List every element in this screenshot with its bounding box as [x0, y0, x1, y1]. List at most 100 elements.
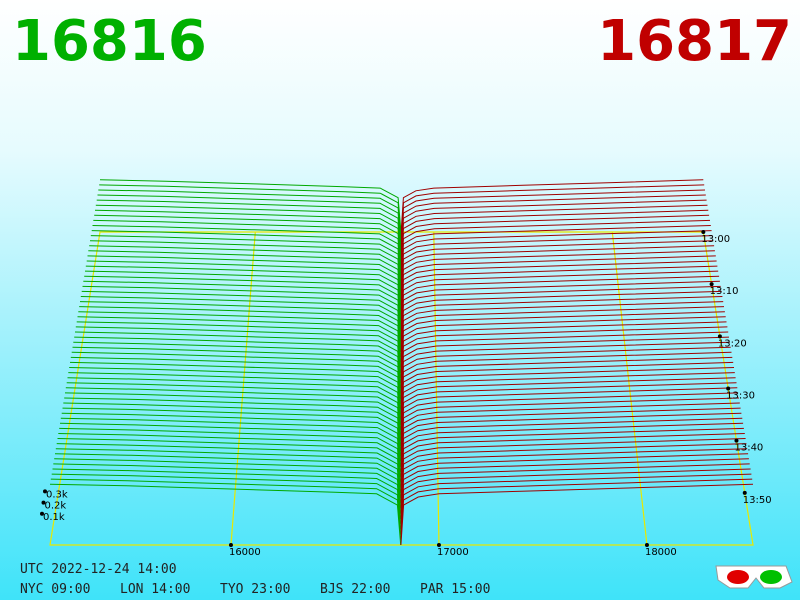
depth-line	[69, 361, 402, 420]
depth-line	[400, 367, 735, 426]
depth-line	[59, 427, 402, 488]
depth-line	[400, 321, 727, 379]
depth-line	[400, 346, 731, 405]
depth-line	[400, 235, 713, 290]
depth-line	[400, 245, 715, 300]
depth-line	[91, 230, 402, 285]
x-tick-mark	[228, 543, 233, 547]
depth-line	[99, 184, 402, 238]
depth-line	[400, 296, 723, 353]
depth-line	[400, 438, 746, 499]
depth-line	[79, 306, 402, 363]
depth-line	[55, 448, 402, 509]
depth-line	[400, 397, 740, 457]
depth-line	[54, 458, 402, 519]
depth-line	[95, 204, 402, 259]
depth-line	[50, 478, 402, 540]
x-tick-label: 16000	[229, 547, 261, 558]
depth-line	[83, 280, 402, 337]
depth-line	[400, 427, 744, 488]
time-tick-mark	[709, 282, 714, 287]
depth-line	[400, 407, 741, 467]
depth-line	[59, 422, 402, 483]
depth-line	[400, 301, 724, 358]
depth-line	[94, 214, 402, 269]
utc-clock: UTC 2022-12-24 14:00	[20, 562, 177, 577]
depth-line	[80, 296, 402, 353]
time-tick-mark	[734, 438, 739, 443]
depth-line	[49, 483, 402, 546]
ask-price: 16817	[597, 9, 792, 74]
depth-line	[400, 478, 753, 540]
depth-line	[72, 346, 402, 405]
depth-line	[64, 397, 402, 457]
depth-line	[56, 443, 402, 504]
x-tick-label: 17000	[437, 547, 469, 558]
depth-line	[97, 194, 402, 248]
city-clock: TYO 23:00	[220, 582, 290, 597]
depth-line	[81, 290, 402, 347]
depth-line	[99, 179, 402, 233]
depth-line	[86, 260, 402, 316]
depth-line	[85, 265, 402, 321]
city-clocks: NYC 09:00 LON 14:00 TYO 23:00 BJS 22:00 PAR …	[20, 582, 490, 597]
time-tick-label: 13:30	[726, 391, 755, 402]
depth-line	[74, 336, 402, 394]
time-tick-label: 13:40	[734, 443, 763, 454]
depth-line	[400, 240, 714, 295]
depth-line	[75, 326, 402, 384]
depth-line	[400, 336, 730, 394]
depth-line	[400, 265, 718, 321]
x-tick-mark	[436, 543, 441, 547]
time-tick-label: 13:50	[743, 495, 772, 506]
depth-line	[84, 270, 402, 326]
depth-line	[400, 194, 706, 248]
bid-price: 16816	[12, 9, 207, 74]
time-tick-mark	[717, 334, 722, 339]
3d-glasses-icon	[715, 565, 793, 589]
depth-line	[63, 402, 402, 462]
depth-line	[400, 179, 704, 233]
depth-line	[400, 412, 742, 473]
depth-line	[61, 412, 402, 473]
depth-line	[89, 245, 402, 300]
city-clock: PAR 15:00	[420, 582, 490, 597]
depth-line	[73, 341, 402, 399]
x-tick-mark	[644, 543, 649, 547]
depth-line	[400, 326, 728, 384]
grid-line	[433, 231, 440, 546]
depth-line	[400, 417, 743, 478]
depth-line	[400, 468, 751, 530]
depth-line	[400, 453, 749, 514]
depth-line	[400, 356, 733, 415]
depth-line	[400, 306, 725, 363]
depth-line	[79, 301, 402, 358]
z-tick-label: 0.2k	[45, 501, 67, 512]
depth-line	[400, 214, 710, 269]
depth-line	[400, 387, 738, 446]
z-tick-mark	[43, 489, 47, 494]
depth-line	[400, 341, 730, 399]
depth-line	[400, 311, 725, 368]
depth-line	[67, 377, 402, 436]
depth-line	[78, 311, 402, 368]
city-clock: BJS 22:00	[320, 582, 390, 597]
grid-line	[230, 231, 256, 546]
depth-line	[400, 316, 726, 373]
depth-line	[65, 387, 402, 446]
depth-line	[70, 356, 402, 415]
depth-line	[53, 463, 402, 525]
city-clock: NYC 09:00	[20, 582, 90, 597]
depth-line	[77, 316, 402, 373]
depth-line	[400, 290, 722, 347]
depth-line	[66, 382, 402, 441]
depth-line	[90, 235, 402, 290]
depth-line	[400, 402, 740, 462]
depth-line	[94, 209, 402, 264]
depth-line	[62, 407, 402, 467]
depth-line	[400, 351, 732, 410]
depth-line	[54, 453, 402, 514]
x-tick-label: 18000	[645, 547, 677, 558]
time-tick-label: 13:10	[710, 286, 739, 297]
